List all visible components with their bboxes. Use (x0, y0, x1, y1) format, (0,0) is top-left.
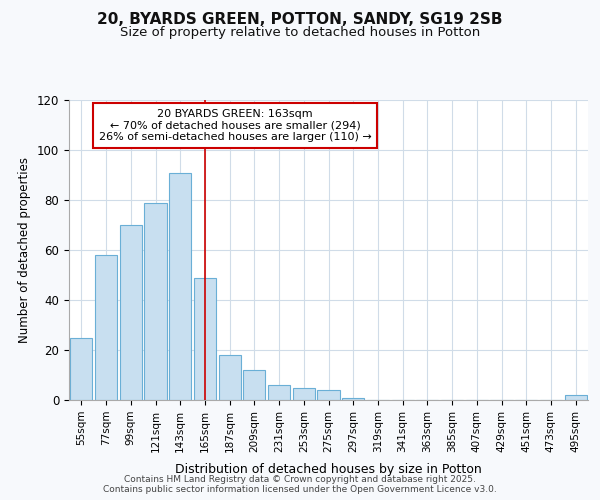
Bar (243, 370, 265, 400)
Bar (565, 395, 587, 400)
Bar (268, 385, 290, 400)
X-axis label: Distribution of detached houses by size in Potton: Distribution of detached houses by size … (175, 463, 482, 476)
Bar (169, 172, 191, 400)
Bar (218, 355, 241, 400)
Bar (194, 278, 216, 400)
Text: Size of property relative to detached houses in Potton: Size of property relative to detached ho… (120, 26, 480, 39)
Text: Contains HM Land Registry data © Crown copyright and database right 2025.
Contai: Contains HM Land Registry data © Crown c… (103, 474, 497, 494)
Bar (342, 398, 364, 400)
Text: 20, BYARDS GREEN, POTTON, SANDY, SG19 2SB: 20, BYARDS GREEN, POTTON, SANDY, SG19 2S… (97, 12, 503, 28)
Bar (95, 255, 117, 400)
Bar (293, 388, 315, 400)
Bar (317, 390, 340, 400)
Bar (119, 225, 142, 400)
Bar (145, 202, 167, 400)
Bar (70, 338, 92, 400)
Text: 20 BYARDS GREEN: 163sqm
← 70% of detached houses are smaller (294)
26% of semi-d: 20 BYARDS GREEN: 163sqm ← 70% of detache… (99, 109, 371, 142)
Y-axis label: Number of detached properties: Number of detached properties (19, 157, 31, 343)
